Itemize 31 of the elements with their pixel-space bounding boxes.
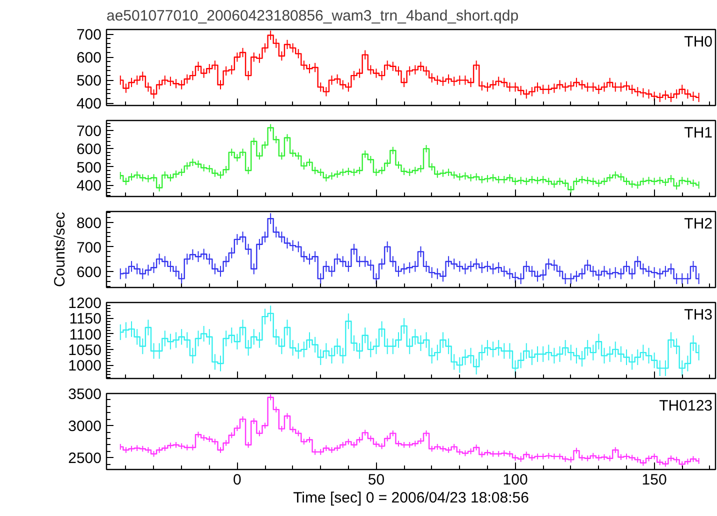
annotation: TH2 xyxy=(684,216,713,232)
chart-title: ae501077010_20060423180856_wam3_trn_4band_short.qdp xyxy=(106,8,519,24)
y-tick-label: 700 xyxy=(76,239,102,256)
x-tick-label: 150 xyxy=(642,472,667,488)
y-tick-label: 600 xyxy=(76,141,102,158)
y-tick-label: 3000 xyxy=(68,418,102,436)
y-tick-label: 600 xyxy=(76,50,102,67)
y-tick-label: 500 xyxy=(76,72,102,90)
y-tick-label: 800 xyxy=(76,214,102,232)
x-tick-label: 50 xyxy=(368,472,385,488)
annotation: TH0 xyxy=(684,34,713,50)
x-axis-title: Time [sec] 0 = 2006/04/23 18:08:56 xyxy=(293,490,529,506)
y-tick-label: 1050 xyxy=(68,342,102,359)
y-tick-label: 400 xyxy=(76,178,102,195)
y-tick-label: 1150 xyxy=(69,310,102,328)
y-tick-label: 700 xyxy=(76,123,102,140)
y-axis-title: Counts/sec xyxy=(51,211,68,288)
annotation: TH0123 xyxy=(659,398,713,414)
x-tick-label: 100 xyxy=(502,472,528,488)
y-tick-label: 500 xyxy=(76,159,102,176)
y-tick-label: 3500 xyxy=(68,386,102,403)
y-tick-label: 400 xyxy=(76,96,102,113)
y-tick-label: 2500 xyxy=(68,450,102,468)
y-tick-label: 1100 xyxy=(69,326,102,344)
y-tick-label: 1000 xyxy=(68,358,102,375)
annotation: TH3 xyxy=(684,306,713,324)
annotation: TH1 xyxy=(684,124,713,142)
x-tick-label: 0 xyxy=(233,472,242,488)
y-tick-label: 700 xyxy=(76,26,102,44)
y-tick-label: 1200 xyxy=(68,295,102,312)
y-tick-label: 600 xyxy=(76,264,102,281)
